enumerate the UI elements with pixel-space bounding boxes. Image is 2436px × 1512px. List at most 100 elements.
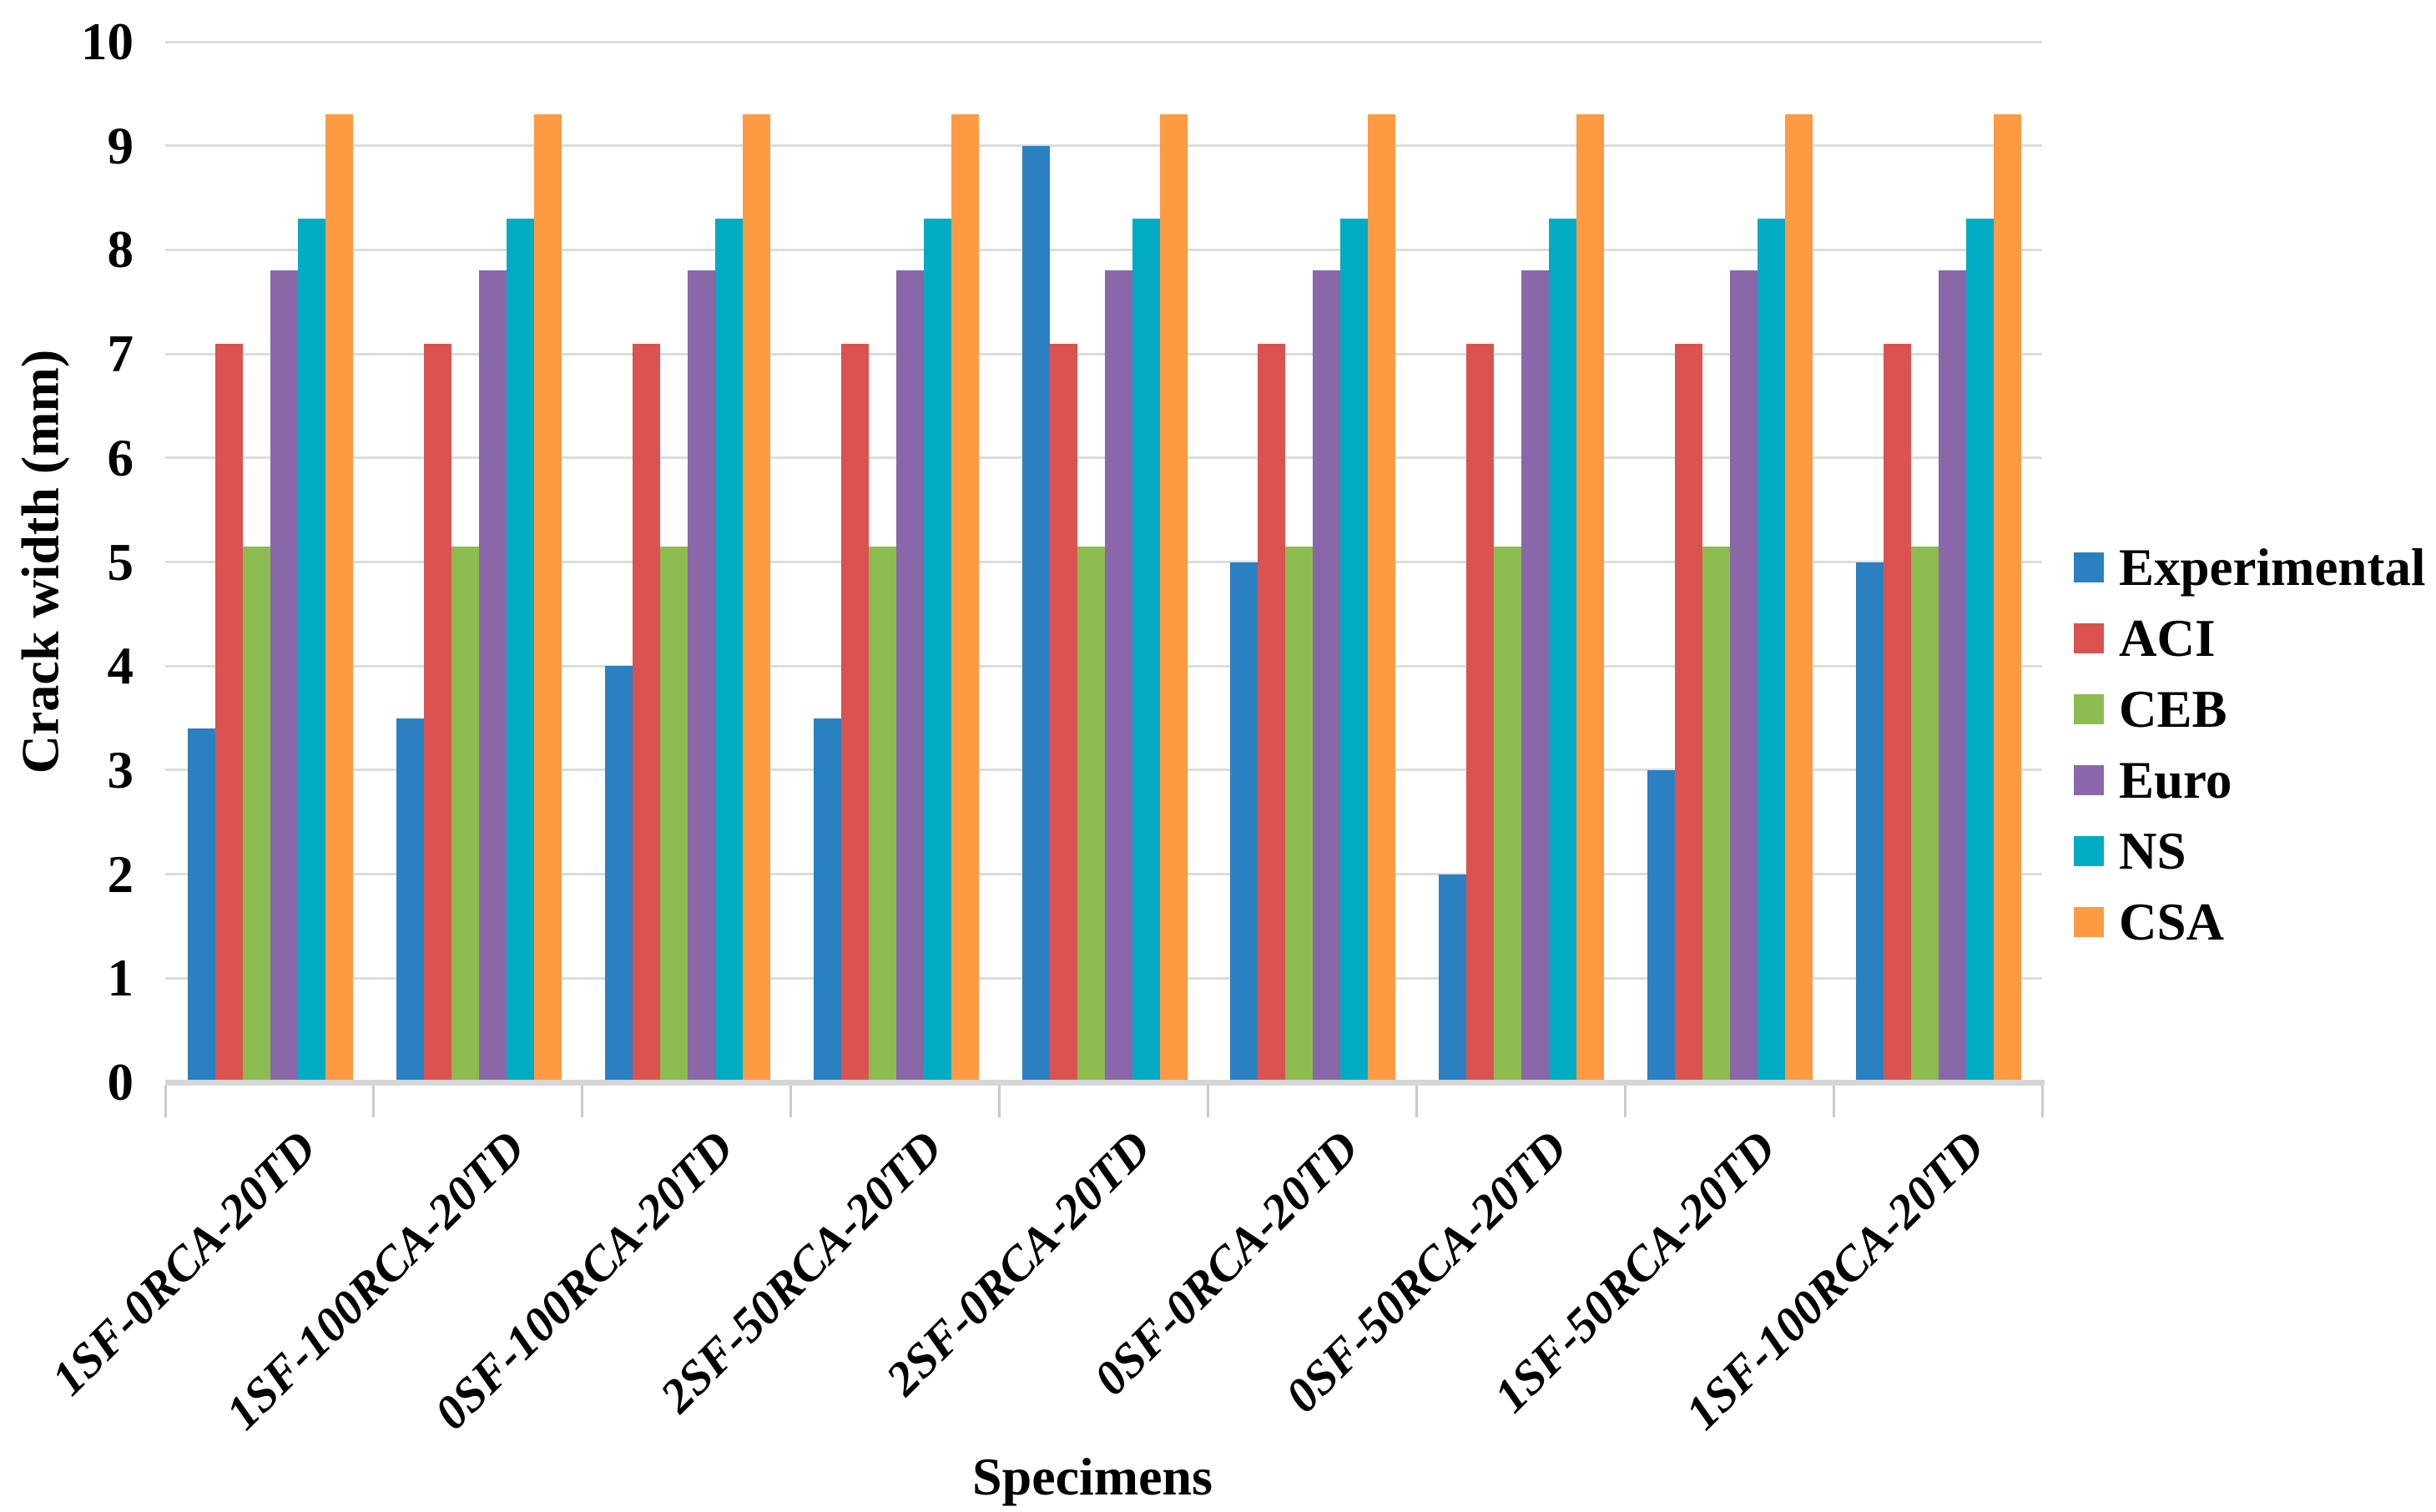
- bar-ns-1sf-100rca-20td: [506, 218, 534, 1082]
- bar-ns-2sf-50rca-20td: [923, 218, 951, 1082]
- bar-euro-1sf-50rca-20td: [1730, 270, 1758, 1082]
- legend-label-csa: CSA: [2119, 893, 2225, 951]
- bar-ceb-1sf-100rca-20td: [1911, 546, 1939, 1082]
- x-axis-tick: [1623, 1086, 1627, 1117]
- gridline-y7: [165, 352, 2042, 355]
- x-axis-tick: [998, 1086, 1001, 1117]
- x-axis-tick: [1832, 1086, 1835, 1117]
- bar-euro-1sf-100rca-20td: [478, 270, 507, 1082]
- bar-ns-1sf-100rca-20td: [1966, 218, 1995, 1082]
- bar-ceb-0sf-100rca-20td: [659, 546, 688, 1082]
- x-axis-tick: [372, 1086, 376, 1117]
- legend-label-ns: NS: [2119, 822, 2186, 880]
- legend-item-ns: NS: [2074, 824, 2186, 878]
- bar-ceb-2sf-50rca-20td: [868, 546, 896, 1082]
- x-axis-tick: [2040, 1086, 2044, 1117]
- bar-experimental-1sf-0rca-20td: [188, 728, 215, 1082]
- bar-aci-1sf-0rca-20td: [215, 343, 243, 1082]
- gridline-y6: [165, 456, 2042, 460]
- bar-ns-0sf-50rca-20td: [1549, 218, 1577, 1082]
- bar-euro-2sf-0rca-20td: [1104, 270, 1132, 1082]
- x-axis-title: Specimens: [972, 1447, 1213, 1506]
- y-tick-label-9: 9: [107, 116, 134, 175]
- legend-swatch-aci: [2074, 623, 2104, 653]
- y-tick-label-2: 2: [107, 844, 134, 904]
- bar-aci-1sf-50rca-20td: [1675, 343, 1703, 1082]
- legend-label-aci: ACI: [2119, 609, 2216, 668]
- legend-swatch-csa: [2074, 907, 2104, 937]
- bar-euro-1sf-100rca-20td: [1939, 270, 1967, 1082]
- legend-label-ceb: CEB: [2119, 680, 2227, 738]
- y-tick-label-3: 3: [107, 740, 134, 799]
- x-axis-tick: [164, 1086, 167, 1117]
- x-axis-tick: [581, 1086, 584, 1117]
- bar-experimental-2sf-50rca-20td: [813, 718, 841, 1082]
- legend-label-experimental: Experimental: [2119, 538, 2426, 597]
- x-axis-line: [165, 1080, 2045, 1086]
- y-tick-label-7: 7: [107, 325, 134, 384]
- y-tick-label-5: 5: [107, 532, 134, 592]
- bar-experimental-2sf-0rca-20td: [1021, 145, 1050, 1082]
- bar-euro-2sf-50rca-20td: [895, 270, 924, 1082]
- bar-euro-0sf-100rca-20td: [687, 270, 715, 1082]
- bar-aci-0sf-50rca-20td: [1466, 343, 1495, 1082]
- legend-swatch-ceb: [2074, 694, 2104, 724]
- bar-ns-1sf-0rca-20td: [298, 218, 325, 1082]
- bar-ns-0sf-100rca-20td: [714, 218, 743, 1082]
- y-tick-label-1: 1: [107, 949, 134, 1008]
- bar-aci-0sf-100rca-20td: [632, 343, 660, 1082]
- bar-aci-2sf-0rca-20td: [1049, 343, 1077, 1082]
- bar-csa-1sf-0rca-20td: [325, 114, 353, 1082]
- bar-experimental-1sf-50rca-20td: [1647, 769, 1676, 1082]
- legend-swatch-euro: [2074, 765, 2104, 795]
- bar-ceb-1sf-100rca-20td: [451, 546, 479, 1082]
- legend-label-euro: Euro: [2119, 751, 2232, 809]
- y-tick-label-10: 10: [81, 13, 134, 71]
- bar-ceb-0sf-0rca-20td: [1285, 546, 1314, 1082]
- bar-csa-2sf-50rca-20td: [951, 114, 979, 1082]
- legend-swatch-experimental: [2074, 552, 2104, 582]
- bar-ns-1sf-50rca-20td: [1758, 218, 1786, 1082]
- gridline-y8: [165, 248, 2042, 251]
- bar-aci-0sf-0rca-20td: [1258, 343, 1286, 1082]
- legend-item-aci: ACI: [2074, 612, 2216, 665]
- bar-euro-1sf-0rca-20td: [270, 270, 298, 1082]
- bar-experimental-0sf-100rca-20td: [604, 666, 633, 1082]
- legend-swatch-ns: [2074, 836, 2104, 866]
- bar-euro-0sf-0rca-20td: [1313, 270, 1341, 1082]
- bar-ns-2sf-0rca-20td: [1132, 218, 1160, 1082]
- x-axis-tick: [1415, 1086, 1418, 1117]
- gridline-y9: [165, 144, 2042, 148]
- y-tick-label-6: 6: [107, 428, 134, 487]
- bar-csa-0sf-50rca-20td: [1576, 114, 1605, 1082]
- bar-csa-1sf-100rca-20td: [1994, 114, 2022, 1082]
- bar-csa-1sf-50rca-20td: [1785, 114, 1813, 1082]
- x-axis-tick: [1206, 1086, 1209, 1117]
- bar-csa-1sf-100rca-20td: [533, 114, 562, 1082]
- bar-experimental-1sf-100rca-20td: [1856, 562, 1884, 1082]
- bar-aci-2sf-50rca-20td: [840, 343, 869, 1082]
- y-tick-label-0: 0: [107, 1053, 134, 1111]
- legend-item-euro: Euro: [2074, 753, 2232, 807]
- bar-ceb-0sf-50rca-20td: [1494, 546, 1522, 1082]
- gridline-y10: [165, 40, 2042, 43]
- bar-csa-0sf-0rca-20td: [1368, 114, 1396, 1082]
- legend-item-ceb: CEB: [2074, 683, 2227, 736]
- bar-experimental-0sf-0rca-20td: [1230, 562, 1258, 1082]
- bar-csa-2sf-0rca-20td: [1159, 114, 1188, 1082]
- bar-ceb-1sf-50rca-20td: [1702, 546, 1731, 1082]
- bar-euro-0sf-50rca-20td: [1521, 270, 1550, 1082]
- bar-ceb-1sf-0rca-20td: [243, 546, 270, 1082]
- x-axis-tick: [789, 1086, 793, 1117]
- bar-experimental-0sf-50rca-20td: [1439, 874, 1467, 1082]
- bar-aci-1sf-100rca-20td: [1884, 343, 1912, 1082]
- bar-csa-0sf-100rca-20td: [742, 114, 770, 1082]
- y-tick-label-4: 4: [107, 637, 134, 696]
- legend-item-experimental: Experimental: [2074, 541, 2425, 594]
- legend-item-csa: CSA: [2074, 895, 2224, 949]
- bar-ceb-2sf-0rca-20td: [1077, 546, 1105, 1082]
- bar-ns-0sf-0rca-20td: [1340, 218, 1369, 1082]
- bar-experimental-1sf-100rca-20td: [396, 718, 424, 1082]
- bar-aci-1sf-100rca-20td: [423, 343, 451, 1082]
